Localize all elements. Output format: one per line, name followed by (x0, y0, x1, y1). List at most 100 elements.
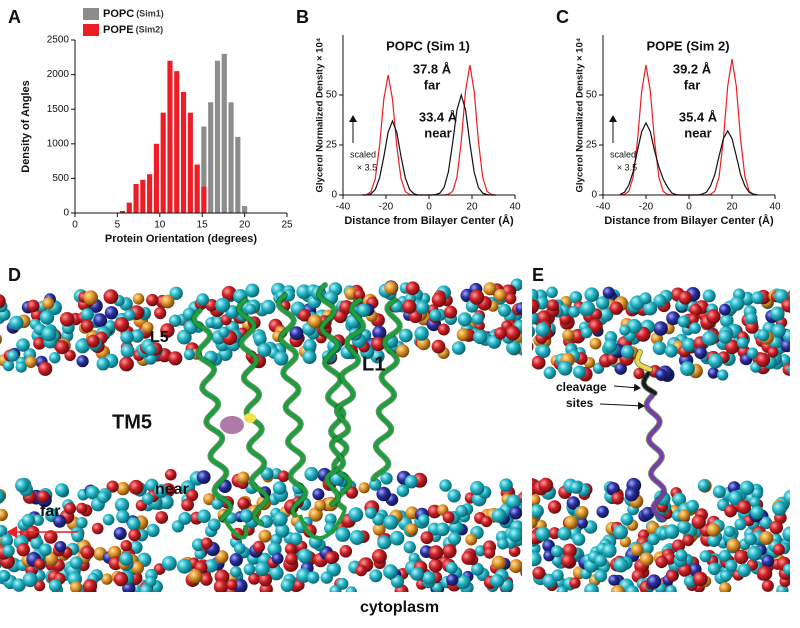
lipid-atom (678, 509, 691, 522)
lipid-atom (289, 532, 303, 546)
lipid-atom (546, 299, 559, 312)
lipid-atom (751, 291, 765, 305)
lipid-atom (269, 565, 284, 581)
lipid-atom (417, 514, 430, 526)
lipid-atom (12, 578, 26, 592)
lipid-atom (497, 538, 509, 550)
lipid-atom (769, 520, 783, 535)
lipid-atom (113, 572, 129, 587)
lipid-atom (176, 558, 192, 574)
lipid-atom (186, 489, 199, 502)
y-tick-label: 0 (331, 190, 337, 201)
lipid-atom (237, 471, 250, 484)
lipid-atom (677, 315, 690, 328)
lipid-atom (725, 559, 738, 572)
lipid-atom (349, 530, 365, 545)
lipid-atom (303, 339, 317, 353)
lipid-atom (69, 581, 83, 592)
annotation: cleavage (556, 380, 607, 394)
histogram-bar (126, 202, 132, 213)
lipid-atom (289, 326, 304, 341)
lipid-atom (536, 344, 551, 359)
lipid-atom (168, 314, 182, 327)
lipid-atom (442, 511, 455, 524)
lipid-atom (383, 514, 399, 530)
lipid-atom (447, 532, 462, 546)
lipid-atom (273, 351, 289, 366)
lipid-atom (589, 337, 602, 350)
y-axis-title: Density of Angles (20, 80, 32, 173)
lipid-atom (445, 561, 458, 574)
lipid-atom (625, 585, 639, 592)
lipid-atom (737, 500, 751, 515)
histogram-bar (214, 60, 221, 214)
lipid-atom (9, 315, 24, 331)
lipid-atom (707, 562, 721, 576)
lipid-atom (7, 350, 19, 362)
y-tick-label: 25 (326, 140, 338, 151)
y-tick-label: 1500 (47, 104, 70, 115)
lipid-atom (38, 361, 53, 376)
lipid-atom (532, 342, 534, 351)
lipid-atom (335, 526, 351, 542)
lipid-atom (532, 566, 546, 580)
lipid-atom (196, 470, 211, 484)
lipid-atom (314, 499, 326, 512)
lipid-atom (2, 544, 15, 557)
lipid-atom (261, 299, 276, 315)
annotation: 37.8 Å (413, 61, 452, 76)
annotation: POPE (Sim 2) (646, 38, 729, 53)
lipid-atom (59, 312, 75, 327)
panel-label: B (296, 7, 309, 27)
lipid-atom (780, 339, 790, 353)
lipid-atom (389, 530, 405, 546)
lipid-atom (666, 570, 678, 582)
lipid-atom (146, 293, 159, 307)
helix (644, 394, 667, 522)
lipid-atom (706, 309, 721, 324)
lipid-atom (613, 557, 629, 573)
legend-swatch (83, 24, 99, 36)
lipid-atom (655, 368, 668, 381)
lipid-atom (273, 511, 288, 527)
lipid-atom (719, 582, 732, 592)
lipid-atom (508, 527, 522, 543)
lipid-atom (719, 303, 731, 316)
lipid-atom (369, 569, 383, 583)
x-tick-label: 0 (426, 202, 432, 213)
lipid-atom (781, 298, 790, 313)
x-axis-title: Protein Orientation (degrees) (105, 233, 258, 245)
lipid-atom (297, 548, 313, 564)
lipid-atom (168, 351, 183, 366)
lipid-atom (85, 485, 100, 500)
lipid-atom (508, 559, 522, 574)
lipid-atom (69, 556, 83, 570)
lipid-atom (551, 569, 564, 582)
y-tick-label: 50 (326, 90, 338, 101)
lipid-atom (624, 488, 639, 502)
lipid-atom (469, 289, 485, 305)
lipid-atom (532, 342, 534, 351)
x-tick-label: 10 (154, 220, 166, 231)
lipid-atom (734, 518, 747, 531)
lipid-atom (131, 561, 144, 575)
lipid-atom (196, 293, 209, 306)
lipid-atom (456, 328, 470, 342)
x-tick-label: 20 (466, 202, 478, 213)
lipid-atom (116, 481, 130, 496)
lipid-atom (633, 368, 645, 380)
lipid-atom (422, 571, 436, 585)
histogram-bar (228, 102, 234, 213)
lipid-atom (55, 483, 69, 497)
histogram-bar (167, 60, 173, 214)
lipid-atom (664, 344, 678, 358)
lipid-atom (76, 502, 88, 514)
lipid-atom (229, 553, 243, 567)
lipid-atom (108, 556, 123, 571)
helix (371, 298, 402, 481)
lipid-atom (603, 339, 617, 353)
lipid-atom (15, 361, 27, 373)
lipid-atom (699, 550, 712, 563)
x-tick-label: 5 (115, 220, 121, 231)
